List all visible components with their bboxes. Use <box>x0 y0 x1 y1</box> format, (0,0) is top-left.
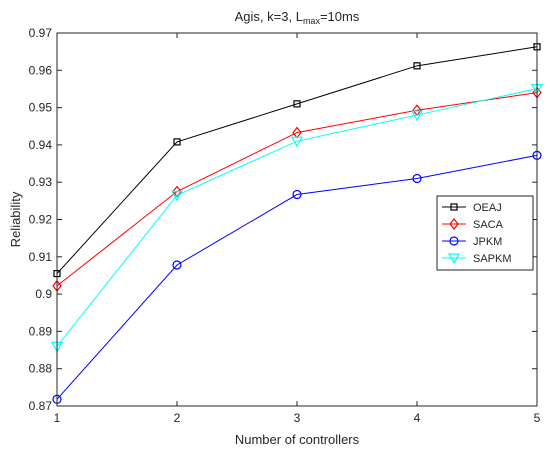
y-tick-label: 0.97 <box>29 26 53 40</box>
series-line-sapkm <box>56 88 538 347</box>
legend-label: SACA <box>473 219 504 231</box>
axis-ticks: 1 2 3 4 5 0.87 0.88 0.89 0.9 0.91 0.92 0.93 0.94 0.95… <box>29 26 541 425</box>
y-tick-label: 0.95 <box>29 101 53 115</box>
y-tick-label: 0.93 <box>29 175 53 189</box>
x-tick-label: 2 <box>174 411 181 425</box>
data-point-oeaj <box>173 138 181 146</box>
legend-item-oeaj: OEAJ <box>442 202 502 214</box>
title-main: Agis, k=3, L <box>235 9 303 24</box>
plot-frame <box>56 32 538 407</box>
data-point-sapkm <box>170 190 184 202</box>
legend: OEAJ SACA JPKM SAPKM <box>436 195 534 271</box>
data-point-sapkm <box>290 136 304 148</box>
y-axis-label: Reliability <box>8 191 23 247</box>
y-tick-label: 0.96 <box>29 63 53 77</box>
series-line-saca <box>56 92 538 287</box>
legend-label: JPKM <box>473 236 502 248</box>
legend-item-saca: SACA <box>442 218 504 231</box>
x-axis-label: Number of controllers <box>235 432 360 447</box>
y-tick-label: 0.91 <box>29 250 53 264</box>
legend-label: SAPKM <box>473 253 512 265</box>
title-subscript: max <box>303 16 321 26</box>
y-tick-label: 0.92 <box>29 213 53 227</box>
legend-swatch-marker <box>450 203 458 211</box>
y-tick-label: 0.89 <box>29 324 53 338</box>
data-point-oeaj <box>293 100 301 108</box>
legend-swatch-marker <box>449 218 459 230</box>
series-sapkm <box>50 83 544 353</box>
x-tick-label: 4 <box>414 411 421 425</box>
chart-title: Agis, k=3, Lmax=10ms <box>235 9 360 26</box>
y-tick-label: 0.88 <box>29 362 53 376</box>
x-tick-label: 1 <box>54 411 61 425</box>
legend-swatch-marker <box>447 253 461 265</box>
data-point-jpkm <box>412 173 422 184</box>
legend-swatch-marker <box>449 236 459 246</box>
x-tick-label: 5 <box>534 411 541 425</box>
data-point-sapkm <box>410 110 424 122</box>
y-tick-label: 0.9 <box>35 287 52 301</box>
x-tick-label: 3 <box>294 411 301 425</box>
series-line-jpkm <box>56 154 538 400</box>
data-point-jpkm <box>292 189 302 200</box>
y-tick-label: 0.94 <box>29 138 53 152</box>
data-point-oeaj <box>413 62 421 70</box>
legend-label: OEAJ <box>473 202 502 214</box>
series-line-oeaj <box>56 46 538 274</box>
legend-item-jpkm: JPKM <box>442 236 502 248</box>
legend-item-sapkm: SAPKM <box>442 253 512 265</box>
title-tail: =10ms <box>320 9 360 24</box>
y-tick-label: 0.87 <box>29 399 53 413</box>
data-point-saca <box>172 185 182 198</box>
data-point-jpkm <box>172 260 182 270</box>
